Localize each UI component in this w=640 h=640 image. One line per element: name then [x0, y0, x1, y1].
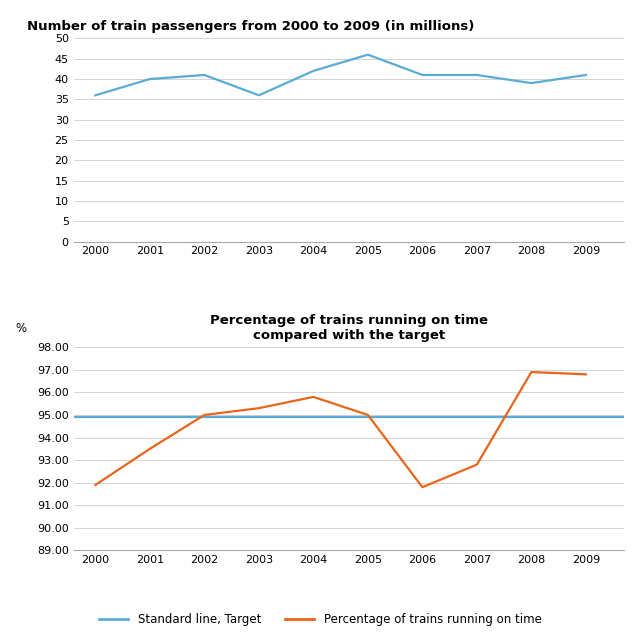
Title: Percentage of trains running on time
compared with the target: Percentage of trains running on time com…	[210, 314, 488, 342]
Legend: Standard line, Target, Percentage of trains running on time: Standard line, Target, Percentage of tra…	[94, 609, 546, 631]
Text: Number of train passengers from 2000 to 2009 (in millions): Number of train passengers from 2000 to …	[27, 20, 474, 33]
Text: %: %	[16, 322, 27, 335]
